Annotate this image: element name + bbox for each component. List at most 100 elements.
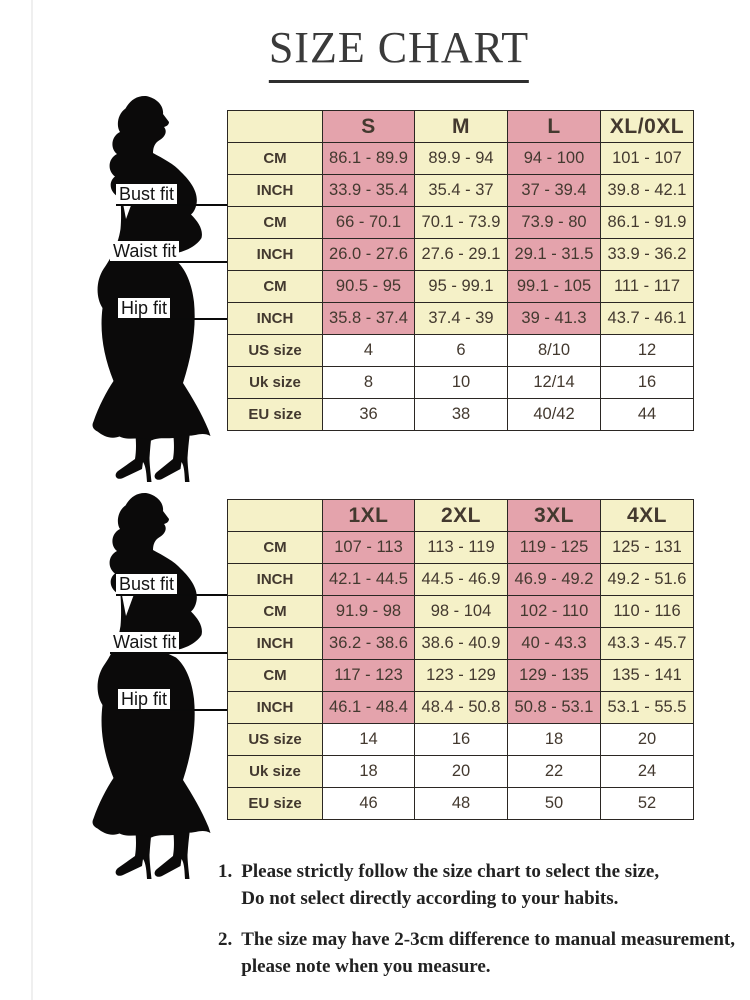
size-value-cell: 35.8 - 37.4 (322, 302, 415, 335)
size-value-cell: 33.9 - 35.4 (322, 174, 415, 207)
size-value-cell: 20 (600, 723, 694, 756)
size-value-cell: 52 (600, 787, 694, 820)
size-value-cell: 12 (600, 334, 694, 367)
size-value-cell: 35.4 - 37 (414, 174, 508, 207)
row-label-cell: INCH (227, 563, 323, 596)
table-row-bust: CM 86.1 - 89.9 89.9 - 94 94 - 100 101 - 107 (227, 142, 694, 175)
size-value-cell: 40 - 43.3 (507, 627, 601, 660)
table-row-size: EU size 36 38 40/42 44 (227, 398, 694, 431)
size-value-cell: 37.4 - 39 (414, 302, 508, 335)
row-label-cell: CM (227, 531, 323, 564)
size-value-cell: 102 - 110 (507, 595, 601, 628)
size-value-cell: 50 (507, 787, 601, 820)
size-value-cell: 8 (322, 366, 415, 399)
size-value-cell: 107 - 113 (322, 531, 415, 564)
column-header-cell: 2XL (414, 499, 508, 532)
row-label-cell: EU size (227, 398, 323, 431)
size-value-cell: 46.9 - 49.2 (507, 563, 601, 596)
column-header-cell: 4XL (600, 499, 694, 532)
size-value-cell: 66 - 70.1 (322, 206, 415, 239)
size-value-cell: 94 - 100 (507, 142, 601, 175)
size-value-cell: 73.9 - 80 (507, 206, 601, 239)
column-header-cell: L (507, 110, 601, 143)
row-label-cell: Uk size (227, 755, 323, 788)
size-value-cell: 44.5 - 46.9 (414, 563, 508, 596)
size-value-cell: 20 (414, 755, 508, 788)
size-value-cell: 10 (414, 366, 508, 399)
table-row-bust: INCH 42.1 - 44.5 44.5 - 46.9 46.9 - 49.2 49.… (227, 563, 694, 596)
size-value-cell: 101 - 107 (600, 142, 694, 175)
woman-silhouette-2 (92, 492, 211, 879)
table-row-size: EU size 46 48 50 52 (227, 787, 694, 820)
header-row: S M L XL/0XL (227, 110, 694, 143)
size-value-cell: 86.1 - 91.9 (600, 206, 694, 239)
size-value-cell: 117 - 123 (322, 659, 415, 692)
size-value-cell: 24 (600, 755, 694, 788)
woman-silhouette-1 (92, 95, 211, 482)
size-value-cell: 42.1 - 44.5 (322, 563, 415, 596)
size-value-cell: 70.1 - 73.9 (414, 206, 508, 239)
size-value-cell: 12/14 (507, 366, 601, 399)
table-row-bust: INCH 33.9 - 35.4 35.4 - 37 37 - 39.4 39.8 - … (227, 174, 694, 207)
notes-section: 1. Please strictly follow the size chart… (218, 858, 738, 994)
row-label-cell: INCH (227, 302, 323, 335)
bust-fit-label-1: Bust fit (116, 182, 228, 206)
size-value-cell: 36 (322, 398, 415, 431)
size-value-cell: 90.5 - 95 (322, 270, 415, 303)
size-value-cell: 46.1 - 48.4 (322, 691, 415, 724)
size-value-cell: 33.9 - 36.2 (600, 238, 694, 271)
size-value-cell: 53.1 - 55.5 (600, 691, 694, 724)
table-row-hip: INCH 46.1 - 48.4 48.4 - 50.8 50.8 - 53.1 53.… (227, 691, 694, 724)
row-label-cell: US size (227, 723, 323, 756)
table-row-bust: CM 107 - 113 113 - 119 119 - 125 125 - 131 (227, 531, 694, 564)
size-value-cell: 36.2 - 38.6 (322, 627, 415, 660)
note-2-number: 2. (218, 929, 233, 950)
column-header-cell: S (322, 110, 415, 143)
size-value-cell: 95 - 99.1 (414, 270, 508, 303)
row-label-cell: INCH (227, 627, 323, 660)
row-label-cell: INCH (227, 174, 323, 207)
size-value-cell: 16 (414, 723, 508, 756)
corner-cell (227, 499, 323, 532)
row-label-cell: CM (227, 659, 323, 692)
size-value-cell: 129 - 135 (507, 659, 601, 692)
row-label-cell: CM (227, 270, 323, 303)
row-label-cell: INCH (227, 691, 323, 724)
corner-cell (227, 110, 323, 143)
table-row-size: US size 14 16 18 20 (227, 723, 694, 756)
size-value-cell: 110 - 116 (600, 595, 694, 628)
size-value-cell: 18 (507, 723, 601, 756)
size-value-cell: 111 - 117 (600, 270, 694, 303)
row-label-cell: EU size (227, 787, 323, 820)
row-label-cell: INCH (227, 238, 323, 271)
size-value-cell: 26.0 - 27.6 (322, 238, 415, 271)
size-value-cell: 119 - 125 (507, 531, 601, 564)
size-value-cell: 27.6 - 29.1 (414, 238, 508, 271)
size-value-cell: 14 (322, 723, 415, 756)
size-value-cell: 86.1 - 89.9 (322, 142, 415, 175)
size-table-regular: S M L XL/0XL CM 86.1 - 89.9 89.9 - 94 94 - 100 1… (227, 110, 694, 431)
size-value-cell: 18 (322, 755, 415, 788)
waist-fit-label-1: Waist fit (110, 239, 228, 263)
hip-fit-label-1: Hip fit (118, 296, 228, 320)
column-header-cell: 3XL (507, 499, 601, 532)
size-value-cell: 39 - 41.3 (507, 302, 601, 335)
size-value-cell: 113 - 119 (414, 531, 508, 564)
note-1: 1. Please strictly follow the size chart… (218, 858, 738, 912)
table-row-waist: CM 91.9 - 98 98 - 104 102 - 110 110 - 116 (227, 595, 694, 628)
table-row-hip: INCH 35.8 - 37.4 37.4 - 39 39 - 41.3 43.7 - … (227, 302, 694, 335)
size-value-cell: 16 (600, 366, 694, 399)
size-value-cell: 89.9 - 94 (414, 142, 508, 175)
size-value-cell: 22 (507, 755, 601, 788)
size-value-cell: 4 (322, 334, 415, 367)
row-label-cell: CM (227, 206, 323, 239)
waist-fit-label-2: Waist fit (110, 630, 228, 654)
column-header-cell: M (414, 110, 508, 143)
size-value-cell: 135 - 141 (600, 659, 694, 692)
table-row-hip: CM 117 - 123 123 - 129 129 - 135 135 - 141 (227, 659, 694, 692)
size-value-cell: 98 - 104 (414, 595, 508, 628)
size-value-cell: 44 (600, 398, 694, 431)
size-value-cell: 49.2 - 51.6 (600, 563, 694, 596)
size-value-cell: 125 - 131 (600, 531, 694, 564)
